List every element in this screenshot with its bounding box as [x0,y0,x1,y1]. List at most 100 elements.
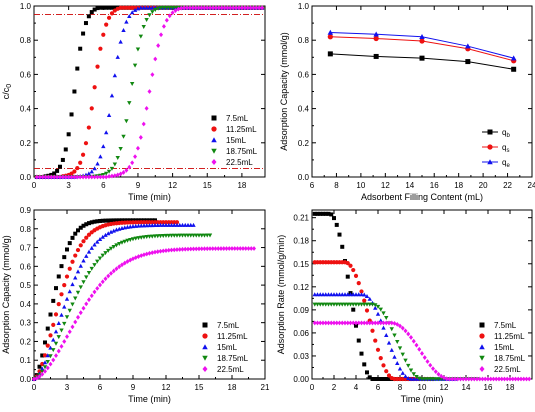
data-point [351,307,356,312]
y-tick-label: 0.9 [20,206,32,215]
data-point [409,335,413,340]
data-point [243,246,248,251]
data-point [483,376,488,382]
data-point [237,5,242,11]
data-point [59,312,64,317]
data-point [376,320,380,326]
data-point [45,353,50,358]
data-point [122,239,127,244]
data-point [124,119,129,124]
data-point [40,371,45,377]
data-point [406,376,411,381]
data-point [472,376,477,382]
data-point [34,375,39,381]
data-point [109,93,115,98]
data-point [194,233,199,238]
data-point [378,320,383,326]
data-point [115,156,120,161]
data-point [161,234,166,239]
data-point [98,46,103,51]
data-point [356,320,361,326]
data-point [46,174,51,180]
data-point [455,376,460,382]
data-point [373,338,378,343]
series-22.5mL [34,5,265,180]
data-point [78,285,83,290]
data-point [419,34,425,40]
data-point [475,376,479,382]
data-point [158,248,163,254]
data-point [32,376,36,382]
data-point [381,363,386,368]
data-point [78,263,83,268]
data-point [81,31,86,36]
data-point [193,5,198,11]
data-point [138,34,144,39]
data-point [144,251,149,257]
data-point [136,236,141,241]
data-point [207,233,213,238]
data-point [373,320,378,326]
data-point [114,266,119,272]
data-point [417,346,422,352]
data-point [213,5,218,11]
x-tick-label: 12 [162,383,171,392]
data-point [353,273,359,278]
data-point [64,274,70,279]
legend-label: 7.5mL [494,321,517,330]
y-tick-label: 0.18 [293,237,309,246]
data-point [84,275,89,280]
data-point [425,359,430,364]
data-point [135,145,140,151]
x-tick-label: 0 [310,383,315,392]
y-tick-label: 0.12 [293,283,309,292]
data-point [153,249,157,255]
data-point [205,233,210,238]
data-point [147,5,152,10]
legend-marker [479,344,485,350]
data-point [337,232,342,237]
legend-marker [479,333,485,339]
chart-breakthrough: 0 3 6 9 12 15 18 0.0 0.2 0.4 0.6 0.8 1.0 Time (min) c/… [1,2,266,202]
y-tick-label: 0.0 [298,173,310,182]
data-point [112,5,117,10]
data-point [70,282,75,287]
data-point [329,320,334,326]
data-point [83,21,88,26]
data-point [67,329,72,335]
data-point [95,285,100,291]
data-point [343,320,347,326]
data-point [389,347,394,352]
data-point [389,327,394,332]
data-point [92,85,97,90]
legend-label: 22.5mL [217,365,244,374]
data-point [381,377,386,381]
data-point [362,320,367,326]
data-point [112,73,118,78]
x-tick-label: 6 [310,181,315,190]
data-point [152,234,158,239]
data-point [114,218,119,223]
data-point [48,333,53,338]
data-point [392,354,397,359]
data-point [73,296,78,301]
data-point [129,10,135,15]
x-tick-label: 21 [261,383,270,392]
data-point [84,253,89,258]
data-point [42,353,48,358]
data-point [222,5,227,11]
data-point [419,55,425,61]
data-point [132,7,138,12]
data-point [59,343,64,349]
data-point [400,325,405,331]
data-point [75,66,80,71]
data-point [327,51,333,57]
legend-label-subscript: b [506,133,510,139]
data-point [40,361,45,367]
data-point [100,234,105,239]
data-point [359,292,364,297]
data-point [323,211,328,216]
data-point [234,5,239,11]
data-point [373,31,379,37]
data-point [138,5,144,10]
